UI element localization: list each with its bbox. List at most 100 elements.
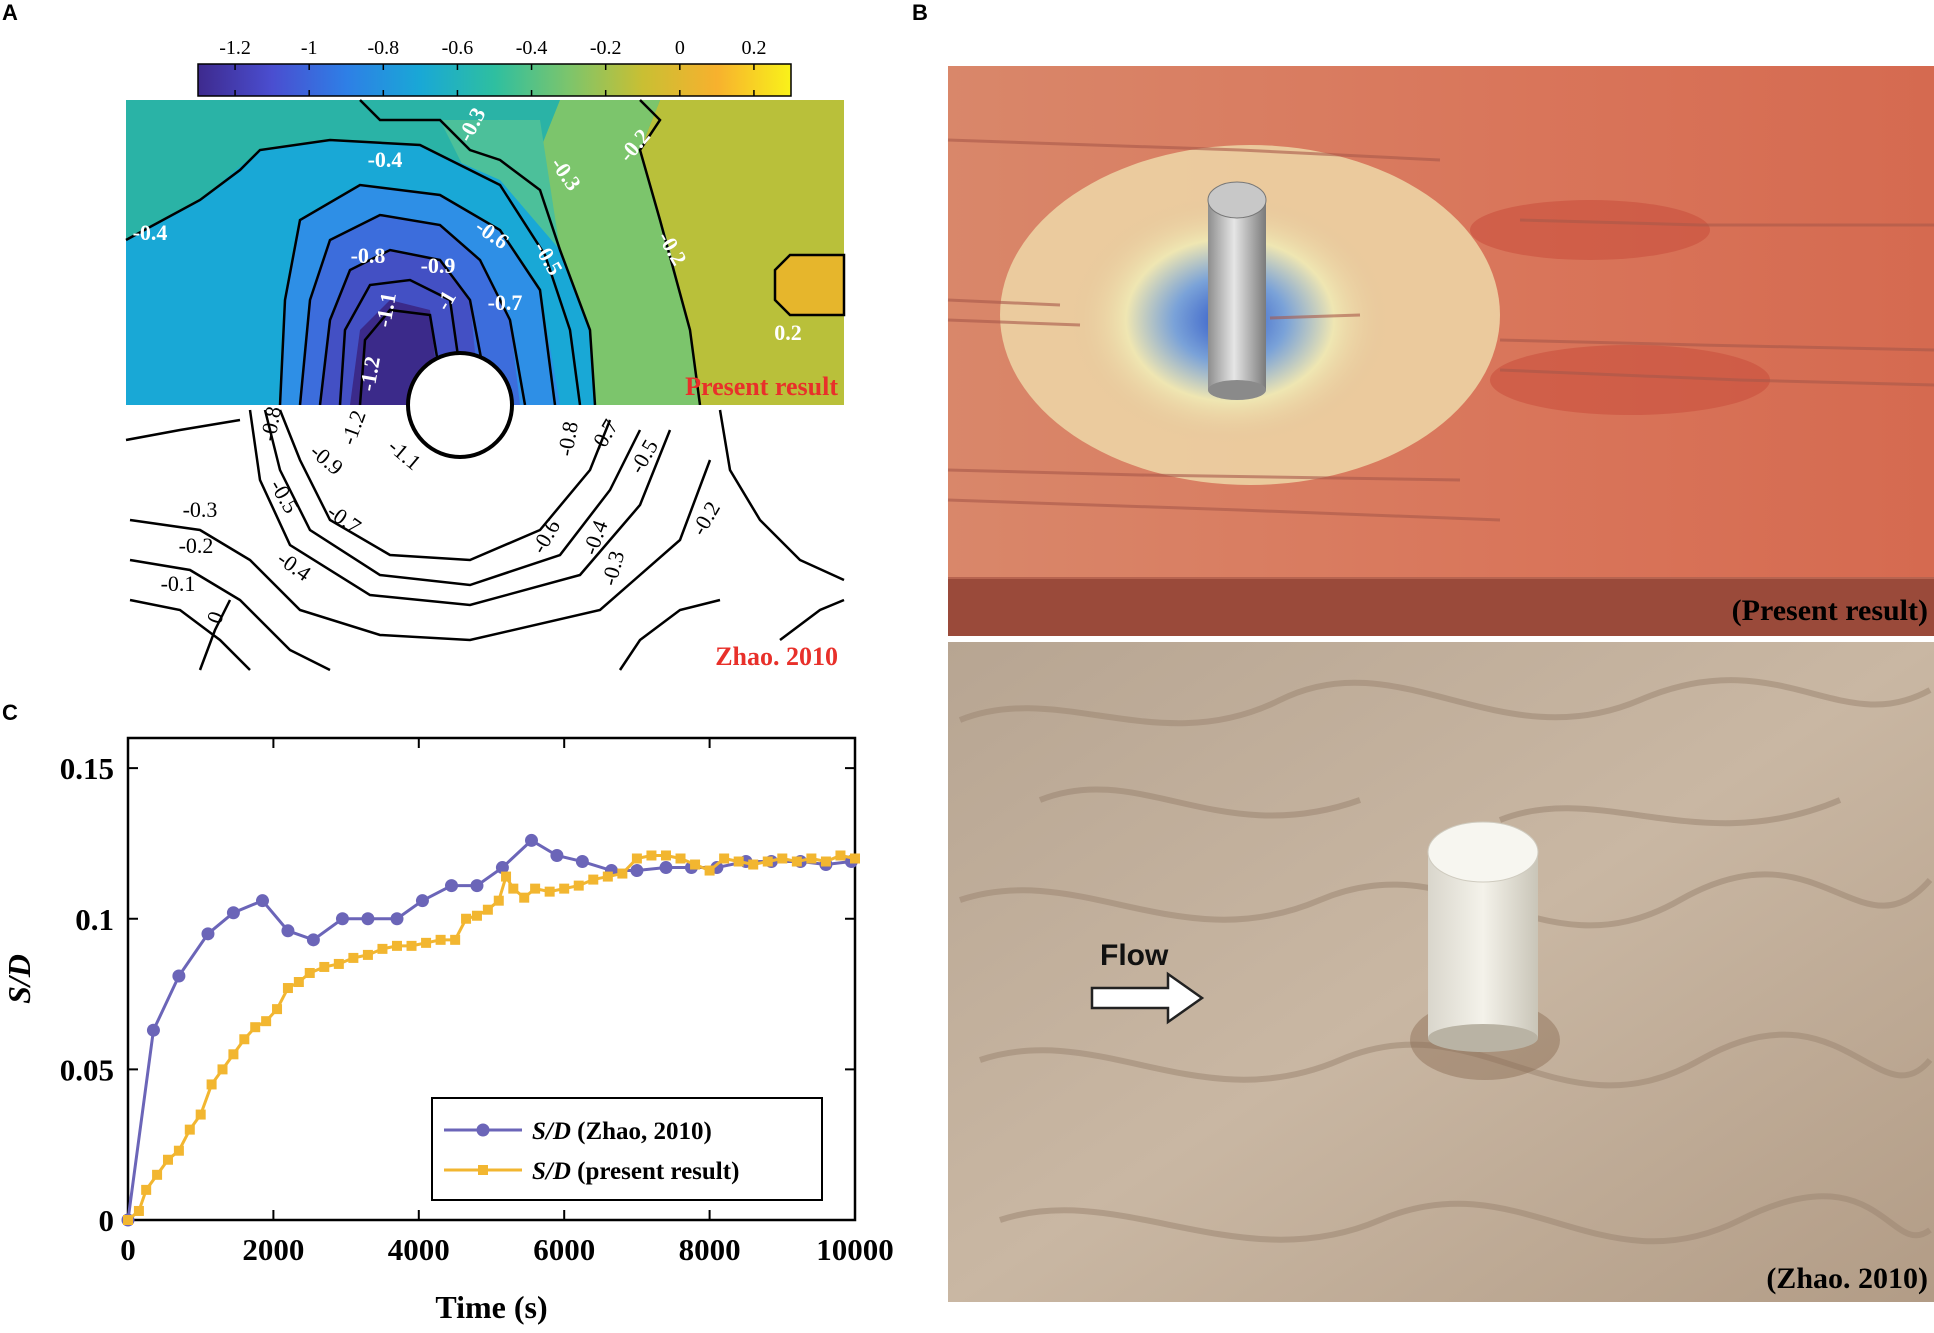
colorbar-tick-label: 0.2 xyxy=(741,37,766,59)
y-tick-label: 0.15 xyxy=(60,751,114,786)
zhao-2010-photo-caption: (Zhao. 2010) xyxy=(1766,1262,1928,1295)
data-point xyxy=(226,906,240,920)
data-point xyxy=(152,1169,163,1180)
data-point xyxy=(123,1215,133,1225)
panel-b-letter: B xyxy=(912,0,928,25)
data-point xyxy=(261,1016,272,1027)
series-line xyxy=(126,838,852,1221)
colorbar-tick-label: -1.2 xyxy=(219,37,251,59)
colorbar xyxy=(197,63,792,97)
data-point xyxy=(195,1109,206,1120)
data-point xyxy=(421,937,432,948)
data-point xyxy=(482,904,493,915)
colorbar-tick-label: -0.8 xyxy=(367,37,399,59)
contour-label: -0.9 xyxy=(421,253,456,278)
data-point xyxy=(660,850,671,861)
data-point xyxy=(471,910,482,921)
colorbar-tick-label: -0.4 xyxy=(516,37,548,59)
x-tick-label: 8000 xyxy=(679,1232,741,1267)
panel-a-letter: A xyxy=(2,0,18,25)
scour-depth-chart-svg: 0 2000 4000 6000 8000 10000 0 0.05 0.1 0.15 S/D T… xyxy=(1,736,894,1325)
data-point xyxy=(588,874,599,885)
present-result-3d-render: (Present result) xyxy=(947,66,1934,636)
colorbar-tick-label: -0.2 xyxy=(590,37,622,59)
data-point xyxy=(272,1004,283,1015)
data-point xyxy=(141,1184,152,1195)
panel-a-svg: -1.2 -1 -0.8 -0.6 -0.4 -0.2 0 0.2 xyxy=(125,37,846,672)
data-point xyxy=(450,934,461,945)
data-point xyxy=(550,848,564,862)
data-point xyxy=(281,924,295,938)
colorbar-tick-label: -0.6 xyxy=(442,37,474,59)
legend-marker xyxy=(476,1123,490,1137)
data-point xyxy=(530,883,541,894)
data-point xyxy=(777,853,788,864)
y-axis-label: S/D xyxy=(1,954,37,1004)
data-point xyxy=(306,933,320,947)
panel-c-scour-depth-chart: 0 2000 4000 6000 8000 10000 0 0.05 0.1 0.15 S/D T… xyxy=(0,690,930,1328)
colorbar-ticks: -1.2 -1 -0.8 -0.6 -0.4 -0.2 0 0.2 xyxy=(219,37,766,96)
data-point xyxy=(184,1124,195,1135)
data-point xyxy=(501,871,512,882)
contour-label: 0.2 xyxy=(774,320,802,345)
data-point xyxy=(495,861,509,875)
data-point xyxy=(508,883,519,894)
zhao-2010-photo: Flow (Zhao. 2010) xyxy=(948,642,1934,1302)
data-point xyxy=(631,853,642,864)
data-point xyxy=(217,1064,228,1075)
panel-b-svg: (Present result) Flow (Zhao. 201 xyxy=(947,66,1934,1302)
data-point xyxy=(415,894,429,908)
data-point xyxy=(445,879,459,893)
contour-label: -0.8 xyxy=(351,243,386,268)
data-point xyxy=(733,856,744,867)
data-point xyxy=(228,1049,239,1060)
flow-label: Flow xyxy=(1100,939,1169,972)
data-point xyxy=(133,1205,144,1216)
present-result-caption: Present result xyxy=(685,372,838,401)
data-point xyxy=(690,859,701,870)
data-point xyxy=(282,983,293,994)
data-point xyxy=(519,892,530,903)
data-point xyxy=(470,879,484,893)
pile-circle xyxy=(406,351,514,459)
x-axis-label: Time (s) xyxy=(435,1289,547,1325)
zhao-2010-caption: Zhao. 2010 xyxy=(715,642,838,671)
data-point xyxy=(806,853,817,864)
contour-label: -1.1 xyxy=(370,290,401,329)
data-point xyxy=(255,894,269,908)
data-point xyxy=(162,1154,173,1165)
data-point xyxy=(820,856,831,867)
data-point xyxy=(362,949,373,960)
legend-entry: S/D (Zhao, 2010) xyxy=(532,1118,712,1145)
data-point xyxy=(524,833,538,847)
contour-label: -0.4 xyxy=(368,147,403,172)
x-tick-label: 4000 xyxy=(388,1232,450,1267)
series-line xyxy=(127,853,856,1222)
panel-c-letter: C xyxy=(2,700,18,725)
data-point xyxy=(335,912,349,926)
x-tick-label: 2000 xyxy=(242,1232,304,1267)
data-point xyxy=(835,850,846,861)
x-tick-label: 10000 xyxy=(816,1232,894,1267)
data-point xyxy=(630,864,644,878)
contour-label: -0.1 xyxy=(161,571,196,596)
data-point xyxy=(659,861,673,875)
contour-label: -0.3 xyxy=(183,497,218,522)
colorbar-tick-label: -1 xyxy=(301,37,318,59)
data-point xyxy=(172,969,186,983)
legend-box xyxy=(431,1097,823,1201)
contour-label: -0.2 xyxy=(179,533,214,558)
contour-label: -0.8 xyxy=(552,419,583,458)
data-point xyxy=(675,853,686,864)
contour-label: -1.2 xyxy=(354,354,385,393)
data-point xyxy=(791,856,802,867)
data-point xyxy=(575,855,589,869)
flow-arrow-icon xyxy=(1090,971,1205,1025)
data-point xyxy=(762,856,773,867)
data-point xyxy=(406,940,417,951)
data-point xyxy=(319,961,330,972)
panel-b-3d-comparison: (Present result) Flow (Zhao. 201 xyxy=(940,0,1934,1328)
y-tick-label: 0.05 xyxy=(60,1052,114,1087)
data-point xyxy=(493,895,504,906)
y-tick-label: 0 xyxy=(99,1203,115,1238)
